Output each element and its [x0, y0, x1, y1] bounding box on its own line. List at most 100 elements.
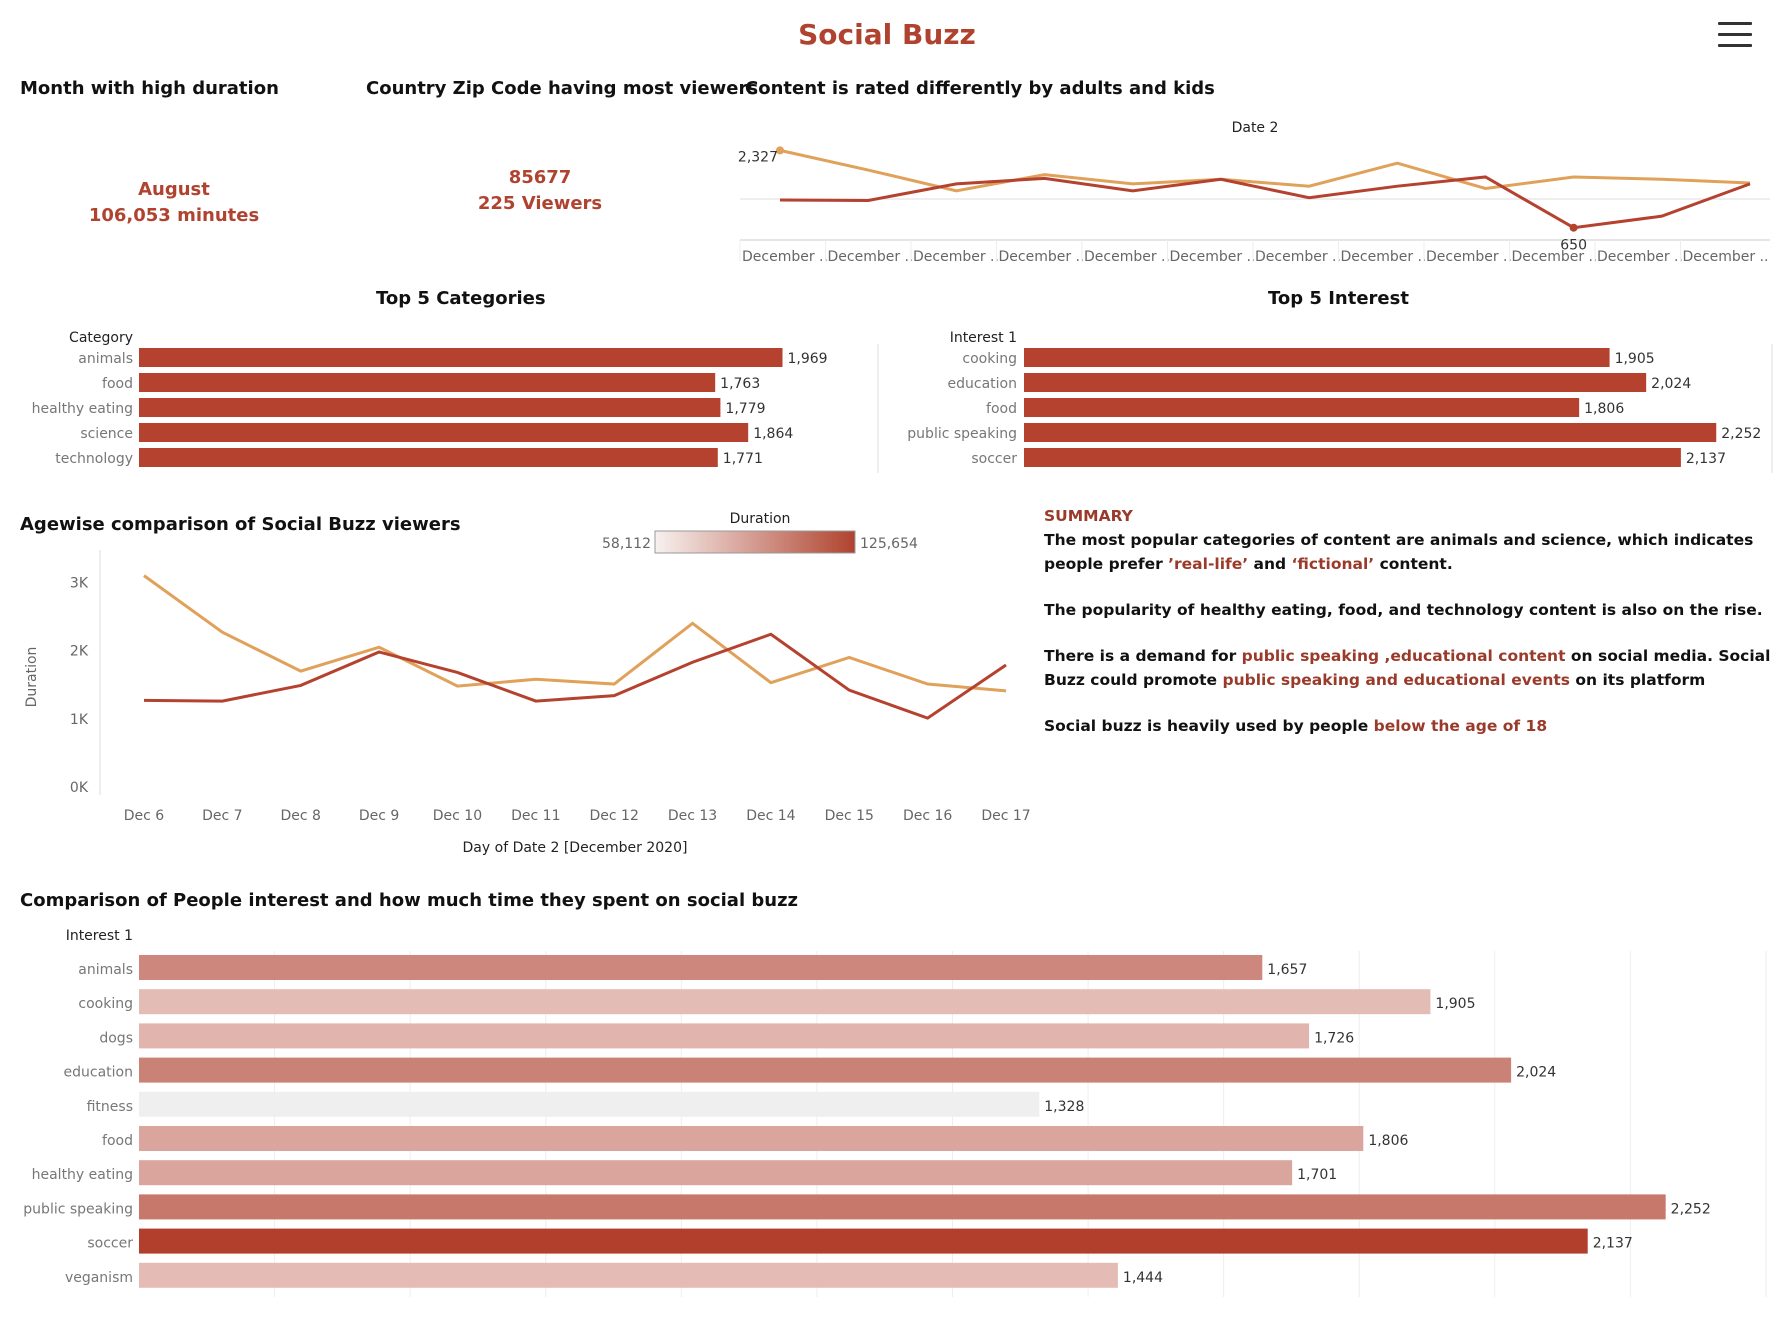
agewise-title: Agewise comparison of Social Buzz viewer… — [20, 514, 461, 535]
month-minutes: 106,053 minutes — [88, 205, 260, 226]
summary-p1-text: The most popular categories of content a… — [1044, 531, 1754, 573]
x-tick-label: Dec 8 — [281, 808, 321, 824]
category-label: fitness — [87, 1099, 133, 1115]
summary-p3-hl1: public speaking ,educational content — [1241, 647, 1566, 665]
x-tick-label: Dec 15 — [825, 808, 874, 824]
comparison-bar-chart: Interest 1 animals 1,657 cooking 1,905 dogs 1,… — [23, 928, 1767, 1297]
y-tick-label: 1K — [70, 712, 89, 728]
x-tick-label: December .. — [1170, 249, 1256, 265]
category-label: technology — [55, 451, 133, 467]
dashboard-title: Social Buzz — [798, 18, 976, 51]
x-tick-label: Dec 16 — [903, 808, 952, 824]
bar — [139, 1126, 1364, 1151]
menu-icon[interactable] — [1718, 22, 1752, 48]
bar-chart-header: Category — [69, 330, 133, 346]
category-label: public speaking — [907, 426, 1017, 442]
x-tick-label: Dec 13 — [668, 808, 717, 824]
category-label: food — [102, 376, 133, 392]
bar — [139, 989, 1431, 1015]
bar — [1024, 448, 1681, 467]
bar-value-label: 2,024 — [1516, 1065, 1556, 1081]
bar — [139, 398, 721, 417]
category-label: food — [986, 401, 1017, 417]
category-label: soccer — [87, 1236, 133, 1252]
bar — [1024, 398, 1580, 417]
category-label: dogs — [99, 1030, 133, 1046]
month-kpi-title: Month with high duration — [20, 78, 279, 99]
zip-kpi: 85677 225 Viewers — [420, 165, 660, 217]
x-tick-label: Dec 9 — [359, 808, 399, 824]
legend-gradient — [654, 530, 856, 554]
summary-p1-end: content. — [1374, 555, 1453, 573]
category-label: healthy eating — [32, 1167, 133, 1183]
bar — [139, 955, 1263, 980]
month-value: August — [138, 179, 210, 200]
bar-value-label: 1,328 — [1044, 1099, 1084, 1115]
x-tick-label: Dec 6 — [124, 808, 165, 824]
summary-p3-hl2: public speaking and educational events — [1222, 671, 1571, 689]
summary-p4-hl: below the age of 18 — [1373, 717, 1548, 735]
bar-value-label: 1,763 — [720, 376, 760, 392]
legend-min: 58,112 — [602, 536, 651, 552]
max-label: 2,327 — [738, 149, 778, 165]
summary-p1-hl2: ‘fictional’ — [1291, 555, 1375, 573]
bar-value-label: 1,806 — [1368, 1133, 1408, 1149]
summary-p3-end: on its platform — [1570, 671, 1706, 689]
bar — [1024, 373, 1647, 392]
rated-chart-title: Content is rated differently by adults a… — [745, 78, 1215, 99]
category-label: healthy eating — [32, 401, 133, 417]
y-tick-label: 2K — [70, 644, 89, 660]
x-tick-label: December .. — [1426, 249, 1512, 265]
x-tick-label: December .. — [742, 249, 828, 265]
comparison-header: Interest 1 — [66, 928, 133, 944]
x-tick-label: December .. — [1255, 249, 1341, 265]
series-line-0 — [779, 148, 1751, 193]
top-categories-chart: Category animals 1,969 food 1,763 healthy eat… — [32, 330, 879, 473]
category-label: veganism — [65, 1270, 133, 1286]
summary-p3: There is a demand for public speaking ,e… — [1044, 644, 1774, 692]
x-axis-label: Day of Date 2 [December 2020] — [463, 840, 688, 856]
summary-p2: The popularity of healthy eating, food, … — [1044, 601, 1763, 619]
bar-chart-header: Interest 1 — [950, 330, 1017, 346]
bar-value-label: 1,657 — [1267, 962, 1307, 978]
bar-value-label: 2,024 — [1651, 376, 1691, 392]
bar-value-label: 1,806 — [1584, 401, 1624, 417]
bar-value-label: 2,252 — [1671, 1201, 1711, 1217]
series-line-0 — [143, 574, 1007, 693]
category-label: soccer — [971, 451, 1017, 467]
date2-header: Date 2 — [1232, 120, 1279, 136]
x-tick-label: December .. — [1084, 249, 1170, 265]
bar — [139, 1091, 1040, 1117]
summary-p4-text: Social buzz is heavily used by people — [1044, 717, 1374, 735]
summary-p1-hl1: ’real-life’ — [1168, 555, 1249, 573]
legend-max: 125,654 — [860, 536, 918, 552]
zip-value: 85677 — [508, 167, 572, 188]
bar-value-label: 1,779 — [725, 401, 765, 417]
bar-value-label: 1,726 — [1314, 1030, 1354, 1046]
bar — [139, 423, 749, 442]
x-tick-label: December .. — [1683, 249, 1769, 265]
summary-p3-mid: on social media. Social Buzz could promo… — [1044, 647, 1771, 689]
summary-p3-text: There is a demand for — [1044, 647, 1242, 665]
legend-title: Duration — [730, 511, 791, 527]
summary-panel: SUMMARY The most popular categories of c… — [1044, 504, 1774, 760]
top-categories-title: Top 5 Categories — [376, 288, 546, 309]
y-axis-label: Duration — [24, 647, 40, 708]
category-label: science — [80, 426, 133, 442]
bar-value-label: 2,252 — [1721, 426, 1761, 442]
category-label: education — [64, 1065, 133, 1081]
bar — [139, 348, 783, 367]
x-tick-label: Dec 10 — [433, 808, 482, 824]
bar-value-label: 1,905 — [1435, 996, 1475, 1012]
x-tick-label: December .. — [999, 249, 1085, 265]
zip-viewers: 225 Viewers — [477, 193, 603, 214]
bar-value-label: 1,444 — [1123, 1270, 1163, 1286]
bar-value-label: 1,969 — [788, 351, 828, 367]
category-label: public speaking — [23, 1201, 133, 1217]
agewise-line-chart: 0K 1K 2K 3K Duration Dec 6 Dec 7 Dec 8 Dec 9 Dec … — [24, 550, 1031, 856]
summary-p4: Social buzz is heavily used by people be… — [1044, 714, 1774, 738]
bar — [1024, 348, 1610, 367]
bar — [139, 1262, 1118, 1288]
x-tick-label: December .. — [828, 249, 914, 265]
